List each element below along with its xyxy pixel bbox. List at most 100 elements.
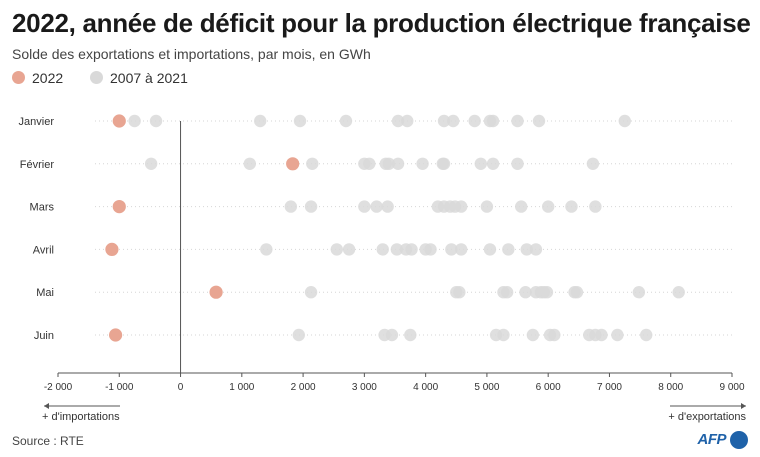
x-tick-label: 3 000: [352, 382, 377, 393]
dot-2007-2021: [385, 328, 399, 342]
dot-2007-2021: [390, 243, 404, 256]
dot-2007-2021: [611, 328, 624, 342]
legend-label-2022: 2022: [32, 70, 64, 86]
legend-swatch-2022: [12, 71, 25, 84]
dot-2022: [112, 114, 126, 128]
x-tick-label: 9 000: [719, 382, 744, 393]
dot-2007-2021: [243, 157, 256, 170]
dot-2007-2021: [511, 157, 524, 170]
dot-2007-2021: [526, 328, 540, 342]
x-tick-label: 8 000: [658, 382, 683, 393]
legend-label-2007-2021: 2007 à 2021: [110, 70, 188, 86]
dot-2022: [108, 328, 123, 342]
x-tick-label: 4 000: [413, 382, 438, 393]
x-tick-label: 2 000: [291, 382, 316, 393]
x-tick-label: -1 000: [105, 382, 134, 393]
dot-2007-2021: [370, 200, 383, 213]
dot-2007-2021: [511, 114, 524, 128]
dot-2007-2021: [520, 243, 533, 256]
dot-2007-2021: [284, 200, 298, 213]
dot-2007-2021: [532, 114, 546, 128]
category-label-juin: Juin: [34, 330, 54, 342]
dot-2007-2021: [391, 157, 405, 170]
dot-2007-2021: [437, 157, 451, 170]
dot-2007-2021: [515, 200, 528, 213]
dot-2007-2021: [589, 200, 602, 213]
dot-2007-2021: [381, 200, 394, 213]
dot-2007-2021: [416, 157, 429, 170]
dot-2007-2021: [640, 328, 653, 342]
dot-2007-2021: [570, 286, 584, 299]
dot-2007-2021: [548, 328, 561, 342]
dot-2007-2021: [292, 328, 306, 342]
dot-2007-2021: [404, 328, 417, 342]
dot-2007-2021: [540, 286, 554, 299]
dot-2022: [286, 157, 300, 171]
x-tick-label: 6 000: [536, 382, 561, 393]
chart-subtitle: Solde des exportations et importations, …: [12, 46, 371, 62]
dot-2007-2021: [445, 243, 458, 256]
dot-2007-2021: [497, 328, 510, 342]
exports-arrow-head: [741, 403, 746, 409]
source-note: Source : RTE: [12, 434, 84, 448]
dot-2007-2021: [454, 243, 468, 256]
category-label-février: Février: [20, 159, 55, 171]
dot-2007-2021: [483, 243, 497, 256]
dot-2007-2021: [500, 286, 514, 299]
category-label-janvier: Janvier: [19, 116, 55, 128]
x-tick-label: 0: [178, 382, 184, 393]
afp-logo-text: AFP: [697, 431, 727, 448]
dot-2007-2021: [128, 114, 141, 128]
dot-2007-2021: [468, 114, 481, 128]
dot-2007-2021: [330, 243, 343, 256]
afp-logo-disc: [730, 431, 748, 449]
category-label-mars: Mars: [30, 202, 55, 214]
x-tick-label: 7 000: [597, 382, 622, 393]
dot-2007-2021: [391, 114, 405, 128]
dot-2007-2021: [144, 157, 158, 170]
dot-2007-2021: [519, 286, 532, 299]
legend-swatch-2007-2021: [90, 71, 103, 84]
dot-2007-2021: [293, 114, 307, 128]
imports-arrow-head: [44, 403, 49, 409]
dot-2007-2021: [358, 200, 371, 213]
dot-2007-2021: [149, 114, 163, 128]
dot-2007-2021: [376, 243, 389, 256]
dot-2007-2021: [260, 243, 273, 256]
dot-2007-2021: [454, 200, 468, 213]
dot-2007-2021: [304, 286, 318, 299]
dot-2007-2021: [453, 286, 466, 299]
dot-2022: [105, 242, 119, 256]
dot-2007-2021: [486, 114, 500, 128]
dot-2007-2021: [565, 200, 578, 213]
dot-2007-2021: [306, 157, 319, 170]
dot-2007-2021: [480, 200, 494, 213]
dot-2007-2021: [342, 243, 356, 256]
dot-2022: [209, 285, 223, 299]
exports-annotation: + d'exportations: [668, 411, 746, 423]
dot-2007-2021: [595, 328, 608, 342]
dot-2007-2021: [529, 243, 543, 256]
imports-annotation: + d'importations: [42, 411, 120, 423]
dot-2007-2021: [437, 114, 451, 128]
category-label-mai: Mai: [36, 287, 54, 299]
dot-2007-2021: [541, 200, 555, 213]
x-tick-label: -2 000: [44, 382, 73, 393]
dot-2007-2021: [339, 114, 353, 128]
dot-2007-2021: [618, 114, 631, 128]
dot-2007-2021: [382, 157, 396, 170]
dot-2007-2021: [502, 243, 515, 256]
dot-2007-2021: [447, 114, 460, 128]
dot-2007-2021: [405, 243, 418, 256]
category-label-avril: Avril: [33, 244, 54, 256]
dot-2007-2021: [632, 286, 646, 299]
dot-2007-2021: [486, 157, 500, 170]
dot-2007-2021: [586, 157, 600, 170]
dot-2007-2021: [474, 157, 487, 170]
dot-2007-2021: [672, 286, 685, 299]
chart-title: 2022, année de déficit pour la productio…: [12, 8, 751, 38]
x-tick-label: 1 000: [229, 382, 254, 393]
dot-2007-2021: [424, 243, 437, 256]
dot-2007-2021: [254, 114, 267, 128]
